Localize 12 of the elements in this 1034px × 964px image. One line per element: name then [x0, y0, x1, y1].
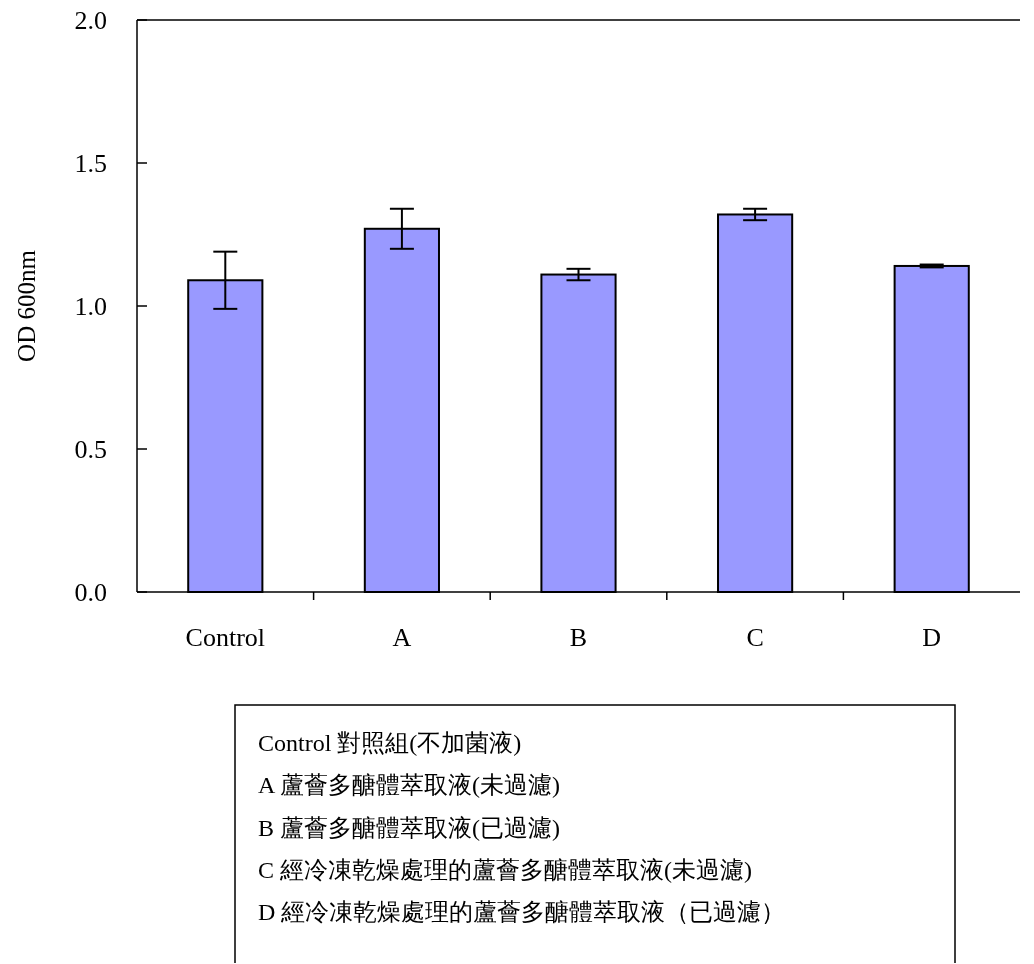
x-tick-label: C: [746, 623, 764, 652]
x-tick-label: Control: [185, 623, 266, 652]
x-tick-label: D: [922, 623, 942, 652]
y-tick-label: 1.0: [74, 292, 107, 321]
x-tick-label: B: [569, 623, 588, 652]
y-tick-label: 0.0: [74, 578, 107, 607]
y-tick-label: 0.5: [74, 435, 107, 464]
y-axis-title: OD 600nm: [13, 249, 40, 362]
y-tick-label: 2.0: [74, 6, 107, 35]
x-tick-label: A: [392, 623, 412, 652]
y-tick-label: 1.5: [74, 149, 107, 178]
notes: Control 對照組(不加菌液) A 蘆薈多醣體萃取液(未過濾) B 蘆薈多醣體萃取液(已過濾) C 經冷凍乾燥處理的蘆薈多醣體萃取液(未過濾) D 經冷凍乾燥處理的蘆薈多醣體萃取液（已過濾）: [234, 704, 956, 964]
